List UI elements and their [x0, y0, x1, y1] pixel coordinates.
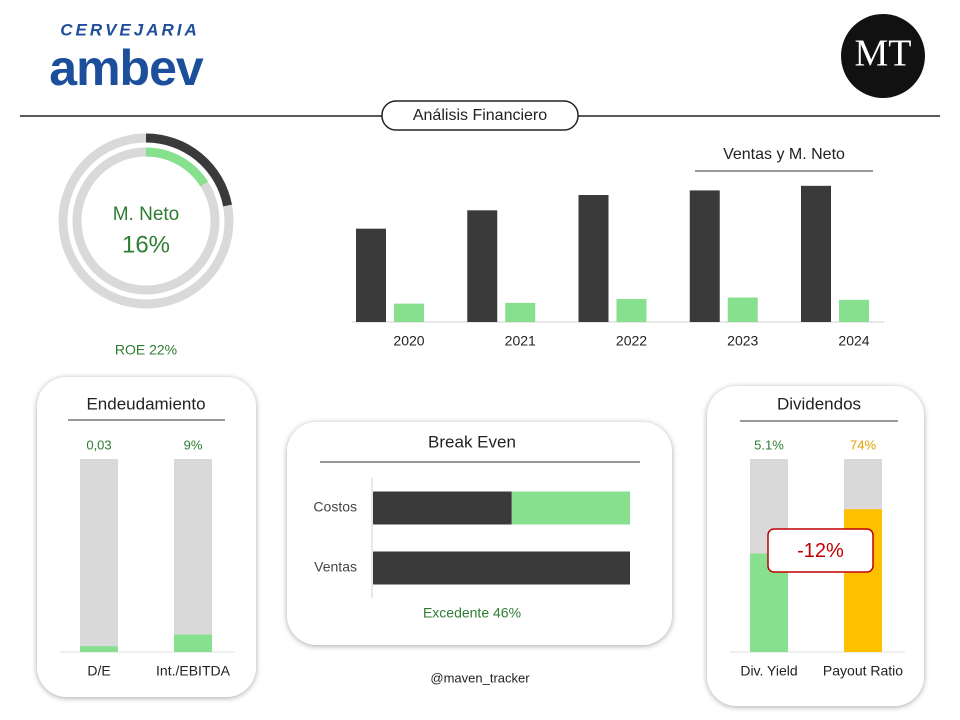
card	[37, 377, 256, 697]
bar-segment	[373, 491, 512, 525]
chart-title: Endeudamiento	[86, 394, 205, 413]
value-label: 74%	[850, 437, 876, 452]
value-label: 9%	[184, 437, 203, 452]
ring-label: 16%	[122, 231, 170, 258]
x-tick-label: 2021	[505, 333, 536, 349]
bar-segment	[373, 551, 630, 585]
annotation: -12%	[797, 540, 844, 562]
bar	[356, 228, 386, 322]
bar	[616, 299, 647, 322]
footer-handle: @maven_tracker	[430, 670, 530, 685]
x-tick-label: 2023	[727, 333, 758, 349]
bar-segment	[511, 491, 630, 525]
chart-title: Ventas y M. Neto	[723, 146, 845, 163]
x-tick-label: 2022	[616, 333, 647, 349]
x-tick-label: 2024	[838, 333, 869, 349]
x-tick-label: 2020	[393, 333, 424, 349]
category-label: Div. Yield	[740, 663, 797, 679]
bar-track	[174, 459, 212, 652]
y-tick-label: Costos	[313, 499, 357, 515]
value-label: 5.1%	[754, 437, 784, 452]
annotation-box	[767, 528, 874, 573]
bar	[467, 210, 498, 322]
badge-text: MT	[855, 33, 912, 75]
bar	[174, 634, 212, 652]
bar	[394, 303, 424, 322]
ring-arc	[58, 133, 234, 309]
bar	[801, 185, 831, 322]
brand-subtitle: CERVEJARIA	[60, 20, 200, 39]
annotation: Excedente 46%	[423, 605, 521, 621]
header-title: Análisis Financiero	[413, 107, 547, 124]
bar	[505, 302, 536, 322]
card	[287, 422, 672, 645]
ring-label: ROE 22%	[115, 342, 177, 358]
value-label: 0,03	[86, 437, 111, 452]
category-label: D/E	[87, 663, 110, 679]
donut-title: M. Neto	[113, 204, 180, 225]
brand-name: ambev	[49, 40, 204, 96]
bar	[727, 297, 758, 322]
y-tick-label: Ventas	[314, 559, 357, 575]
bar	[578, 195, 609, 322]
header-pill	[381, 100, 579, 131]
category-label: Int./EBITDA	[156, 663, 231, 679]
bar-track	[80, 459, 118, 652]
category-label: Payout Ratio	[823, 663, 903, 679]
chart-title: Break Even	[428, 432, 516, 451]
badge	[841, 14, 925, 98]
bar	[80, 646, 118, 652]
bar	[689, 190, 720, 322]
bar	[839, 299, 869, 322]
ring-arc	[72, 147, 220, 295]
chart-title: Dividendos	[777, 394, 861, 413]
